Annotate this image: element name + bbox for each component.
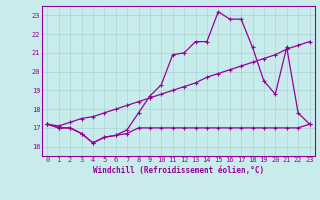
X-axis label: Windchill (Refroidissement éolien,°C): Windchill (Refroidissement éolien,°C)	[93, 166, 264, 175]
